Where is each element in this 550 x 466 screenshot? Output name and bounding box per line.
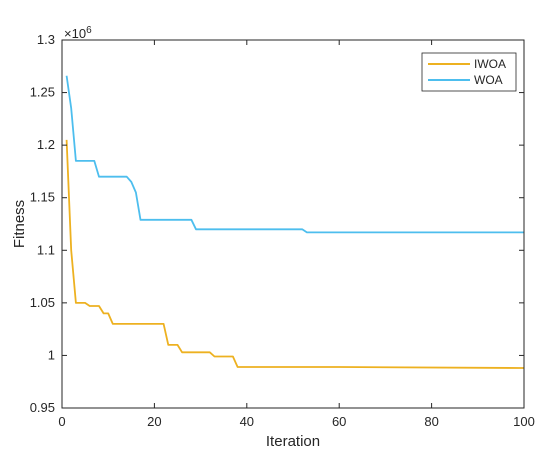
x-tick-label: 40 <box>240 414 254 429</box>
x-tick-label: 20 <box>147 414 161 429</box>
y-tick-label: 1.25 <box>30 85 55 100</box>
y-tick-label: 1.1 <box>37 242 55 257</box>
plot-background <box>62 40 524 408</box>
series-line-iwoa <box>65 139 524 369</box>
x-tick-label: 80 <box>424 414 438 429</box>
legend-box <box>421 52 517 92</box>
y-axis-label: Fitness <box>11 200 28 248</box>
legend-label-iwoa: IWOA <box>474 57 506 71</box>
x-axis-label: Iteration <box>266 433 320 450</box>
y-tick-label: 1.2 <box>37 137 55 152</box>
legend: IWOA WOA <box>421 52 517 92</box>
y-tick-label: 1.3 <box>37 32 55 47</box>
series-line-woa <box>65 75 524 234</box>
y-tick-label: 1.15 <box>30 190 55 205</box>
y-tick-label: 1 <box>48 347 55 362</box>
y-multiplier: ×106 <box>64 25 92 41</box>
axis-ticks: 0 20 40 60 80 100 0.95 1 1.05 1.1 1.15 1.2 1.25 1.3 <box>30 32 535 429</box>
y-tick-label: 1.05 <box>30 295 55 310</box>
series-layer <box>65 75 524 369</box>
x-tick-label: 100 <box>513 414 535 429</box>
legend-label-woa: WOA <box>474 73 503 87</box>
plot-frame <box>61 39 525 409</box>
y-tick-label: 0.95 <box>30 400 55 415</box>
x-tick-label: 60 <box>332 414 346 429</box>
x-tick-label: 0 <box>58 414 65 429</box>
